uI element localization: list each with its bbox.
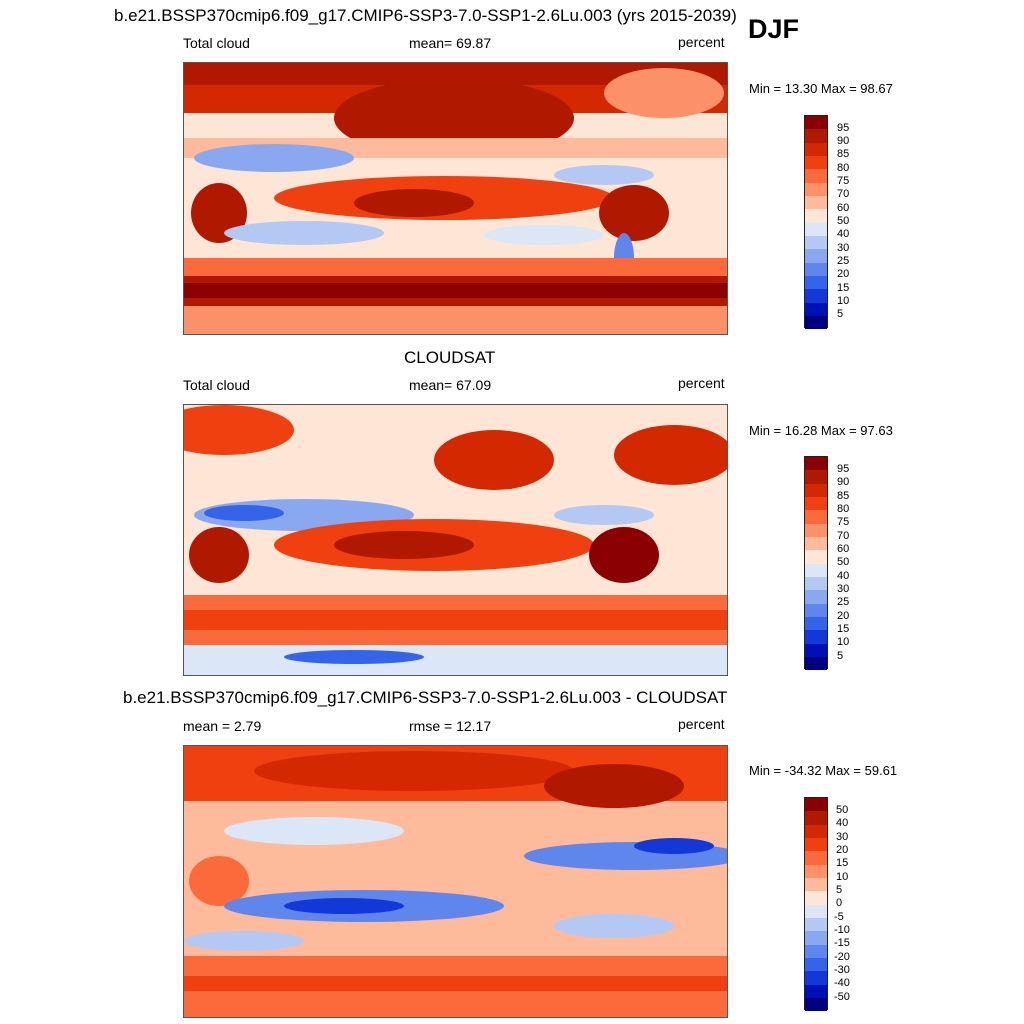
panel-3-units-label: percent <box>678 716 725 732</box>
panel-1-colorbar-tick: 10 <box>837 295 850 307</box>
panel-1-title: b.e21.BSSP370cmip6.f09_g17.CMIP6-SSP3-7.… <box>114 6 737 25</box>
panel-2-variable-label: Total cloud <box>183 377 250 393</box>
panel-2-colorbar <box>804 456 828 671</box>
panel-1-colorbar-tick: 80 <box>837 162 850 174</box>
panel-3-colorbar-tick: 30 <box>836 831 849 843</box>
panel-3-colorbar-tick: -40 <box>834 977 850 989</box>
panel-3-colorbar-tick: -10 <box>834 924 850 936</box>
panel-1-units-label: percent <box>678 34 725 50</box>
panel-1-colorbar-tick: 5 <box>837 308 844 320</box>
panel-1-colorbar-tick: 90 <box>837 135 850 147</box>
panel-1-colorbar-tick: 25 <box>837 255 850 267</box>
panel-1-colorbar <box>804 115 828 330</box>
panel-2-colorbar-tick: 40 <box>837 570 850 582</box>
panel-3-colorbar-tick: -15 <box>834 937 850 949</box>
panel-3-colorbar-tick: -50 <box>834 991 850 1003</box>
panel-2-units-label: percent <box>678 375 725 391</box>
panel-3-title: b.e21.BSSP370cmip6.f09_g17.CMIP6-SSP3-7.… <box>123 688 728 707</box>
panel-2-colorbar-tick: 95 <box>837 463 850 475</box>
panel-2-colorbar-tick: 20 <box>837 610 850 622</box>
panel-1-mean-label: mean= 69.87 <box>409 35 492 51</box>
panel-2-colorbar-tick: 90 <box>837 476 850 488</box>
panel-1-minmax: Min = 13.30 Max = 98.67 <box>749 81 893 96</box>
panel-2-colorbar-tick: 60 <box>837 543 850 555</box>
panel-1-field <box>184 63 727 334</box>
panel-3-colorbar-tick: 20 <box>836 844 849 856</box>
panel-3-colorbar-tick: 10 <box>836 871 849 883</box>
panel-3-map <box>183 745 728 1018</box>
panel-1-colorbar-tick: 40 <box>837 228 850 240</box>
panel-3-colorbar-tick: -20 <box>834 951 850 963</box>
panel-2-colorbar-tick: 70 <box>837 530 850 542</box>
panel-3-colorbar-tick: 5 <box>836 884 843 896</box>
panel-2-colorbar-tick: 10 <box>837 636 850 648</box>
panel-3-colorbar-tick: 40 <box>836 817 849 829</box>
panel-2-colorbar-tick: 85 <box>837 490 850 502</box>
panel-2-title: CLOUDSAT <box>404 348 496 367</box>
panel-3-rmse-label: rmse = 12.17 <box>409 718 492 734</box>
panel-2-minmax: Min = 16.28 Max = 97.63 <box>749 423 893 438</box>
panel-2-colorbar-tick: 50 <box>837 556 850 568</box>
panel-2-colorbar-tick: 80 <box>837 503 850 515</box>
panel-2-map <box>183 404 728 676</box>
panel-2-colorbar-tick: 15 <box>837 623 850 635</box>
panel-3-mean-label: mean = 2.79 <box>183 718 262 734</box>
panel-1-colorbar-tick: 85 <box>837 148 850 160</box>
panel-2-colorbar-tick: 25 <box>837 596 850 608</box>
panel-3-colorbar <box>804 797 828 1012</box>
panel-3-field <box>184 746 727 1017</box>
panel-3-colorbar-tick: -5 <box>834 911 844 923</box>
panel-1-colorbar-tick: 70 <box>837 188 850 200</box>
panel-3-colorbar-tick: 15 <box>836 857 849 869</box>
panel-1-variable-label: Total cloud <box>183 35 250 51</box>
panel-3-minmax: Min = -34.32 Max = 59.61 <box>749 763 898 778</box>
panel-1-colorbar-tick: 50 <box>837 215 850 227</box>
panel-2-colorbar-tick: 5 <box>837 650 844 662</box>
panel-3-colorbar-tick: 0 <box>836 897 843 909</box>
panel-1-colorbar-tick: 75 <box>837 175 850 187</box>
panel-1-colorbar-tick: 15 <box>837 282 850 294</box>
panel-1-colorbar-tick: 20 <box>837 268 850 280</box>
panel-1-colorbar-tick: 60 <box>837 202 850 214</box>
panel-3-colorbar-tick: -30 <box>834 964 850 976</box>
panel-3-colorbar-tick: 50 <box>836 804 849 816</box>
panel-2-field <box>184 405 727 675</box>
panel-2-colorbar-tick: 75 <box>837 516 850 528</box>
panel-1-colorbar-tick: 95 <box>837 122 850 134</box>
season-label: DJF <box>748 14 800 44</box>
panel-1-colorbar-tick: 30 <box>837 242 850 254</box>
panel-1-map <box>183 62 728 335</box>
panel-2-mean-label: mean= 67.09 <box>409 377 492 393</box>
panel-2-colorbar-tick: 30 <box>837 583 850 595</box>
